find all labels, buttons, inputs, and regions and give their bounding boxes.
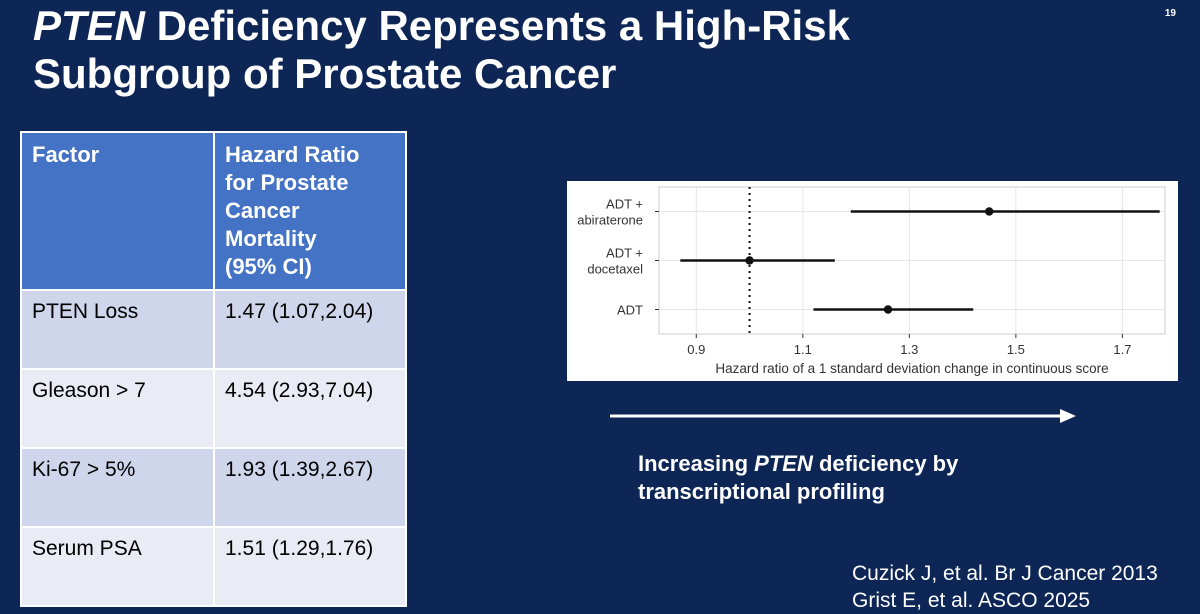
header-factor: Factor xyxy=(20,131,215,291)
page-title: PTEN Deficiency Represents a High-Risk S… xyxy=(33,2,1133,98)
header-hr-line: Hazard Ratio xyxy=(225,142,360,167)
x-tick-label: 1.1 xyxy=(794,342,812,357)
title-italic: PTEN xyxy=(33,2,146,49)
table-header-row: Factor Hazard Ratio for Prostate Cancer … xyxy=(20,131,407,291)
cell-factor: PTEN Loss xyxy=(20,289,215,370)
x-tick-label: 1.5 xyxy=(1007,342,1025,357)
trend-caption: Increasing PTEN deficiency by transcript… xyxy=(638,450,1058,506)
y-tick-label: abiraterone xyxy=(577,213,643,228)
y-tick-label: ADT + xyxy=(606,246,643,261)
cell-hazard-ratio: 4.54 (2.93,7.04) xyxy=(213,368,407,449)
y-tick-label: docetaxel xyxy=(587,262,643,277)
y-tick-label: ADT + xyxy=(606,197,643,212)
slide-number: 19 xyxy=(1164,8,1176,19)
cell-factor: Serum PSA xyxy=(20,526,215,607)
header-hr-line: Mortality xyxy=(225,226,317,251)
header-hazard-ratio: Hazard Ratio for Prostate Cancer Mortali… xyxy=(213,131,407,291)
cell-hazard-ratio: 1.47 (1.07,2.04) xyxy=(213,289,407,370)
x-tick-label: 0.9 xyxy=(687,342,705,357)
y-tick-label: ADT xyxy=(617,303,643,318)
header-hr-line: for Prostate xyxy=(225,170,349,195)
title-line2: Subgroup of Prostate Cancer xyxy=(33,50,617,97)
right-arrow-icon xyxy=(610,409,1076,423)
point-estimate xyxy=(985,207,994,216)
table-row: Serum PSA 1.51 (1.29,1.76) xyxy=(20,526,407,607)
cell-factor: Ki-67 > 5% xyxy=(20,447,215,528)
cell-hazard-ratio: 1.51 (1.29,1.76) xyxy=(213,526,407,607)
x-axis-label: Hazard ratio of a 1 standard deviation c… xyxy=(715,361,1108,376)
factor-table: Factor Hazard Ratio for Prostate Cancer … xyxy=(20,131,407,607)
trend-caption-italic: PTEN xyxy=(754,451,813,476)
header-hr-line: (95% CI) xyxy=(225,254,312,279)
citation: Grist E, et al. ASCO 2025 xyxy=(852,589,1091,612)
trend-caption-pre: Increasing xyxy=(638,451,755,476)
cell-hazard-ratio: 1.93 (1.39,2.67) xyxy=(213,447,407,528)
citation: Cuzick J, et al. Br J Cancer 2013 xyxy=(852,562,1158,585)
title-line1: Deficiency Represents a High-Risk xyxy=(145,2,850,49)
trend-caption-post: deficiency by xyxy=(812,451,959,476)
point-estimate xyxy=(745,256,754,265)
header-hr-line: Cancer xyxy=(225,198,300,223)
x-tick-label: 1.7 xyxy=(1113,342,1131,357)
x-tick-label: 1.3 xyxy=(900,342,918,357)
table-row: PTEN Loss 1.47 (1.07,2.04) xyxy=(20,289,407,370)
table-row: Gleason > 7 4.54 (2.93,7.04) xyxy=(20,368,407,449)
cell-factor: Gleason > 7 xyxy=(20,368,215,449)
point-estimate xyxy=(883,305,893,314)
citations: Cuzick J, et al. Br J Cancer 2013 Grist … xyxy=(852,560,1200,614)
trend-caption-line2: transcriptional profiling xyxy=(638,479,885,504)
table-row: Ki-67 > 5% 1.93 (1.39,2.67) xyxy=(20,447,407,528)
forest-plot-panel: ADT + abiraterone ADT + docetaxel ADT 0.9 1.1 1… xyxy=(567,181,1178,381)
